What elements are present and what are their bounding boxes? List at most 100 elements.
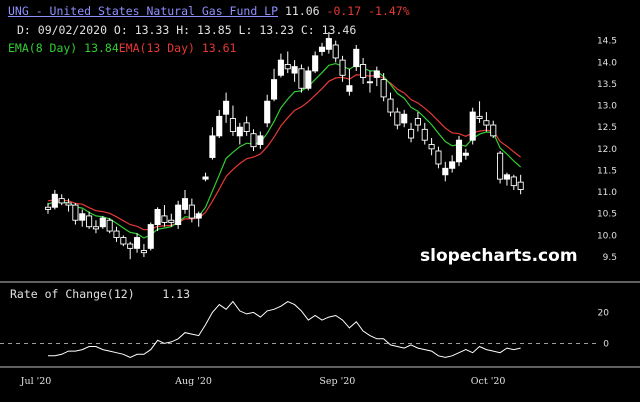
candle (181, 189, 189, 214)
price-tick-label: 10.5 (597, 210, 617, 220)
time-tick-label: Jul '20 (20, 376, 52, 387)
candle (408, 122, 415, 143)
candle (264, 94, 271, 128)
candle-body (147, 224, 154, 249)
candle-body (469, 111, 476, 141)
candle (223, 92, 230, 123)
candle (72, 202, 79, 225)
candle (312, 51, 319, 74)
candle-body (298, 68, 305, 89)
candle (229, 105, 237, 136)
candle-body (58, 198, 65, 204)
candle (421, 122, 428, 145)
candle-body (408, 128, 415, 139)
candle-body (332, 44, 339, 59)
candle-body (497, 152, 504, 180)
candle-body (291, 66, 298, 74)
candlestick-series (44, 32, 524, 260)
candle-body (483, 120, 490, 126)
candle-body (421, 128, 428, 141)
candle (462, 148, 469, 160)
candle (250, 129, 257, 151)
candle (305, 66, 312, 91)
candle (483, 112, 490, 132)
candle-body (428, 144, 435, 150)
candle (284, 51, 291, 74)
price-tick-label: 11.5 (597, 166, 617, 176)
candle (154, 207, 161, 232)
candle-body (318, 46, 326, 52)
candle-body (106, 219, 113, 232)
candle (51, 189, 58, 210)
candle (291, 60, 298, 82)
candle-body (394, 111, 401, 126)
roc-path (48, 300, 521, 358)
candle-body (462, 152, 469, 156)
candle-body (236, 126, 243, 137)
candle (79, 209, 86, 227)
candle-body (120, 237, 127, 245)
price-tick-label: 14.5 (597, 37, 617, 47)
candle-body (353, 48, 360, 68)
roc-line (48, 300, 521, 358)
candle-body (312, 55, 319, 72)
candle-body (517, 181, 524, 190)
price-axis: 9.5 10.0 10.5 11.0 11.5 12.0 12.5 13.0 13.5 14.0 1… (597, 37, 617, 263)
candle-body (44, 206, 52, 210)
candle (236, 122, 243, 145)
candle-body (449, 161, 456, 169)
candle-body (140, 250, 147, 254)
candle (503, 172, 511, 186)
candle-body (72, 204, 79, 221)
candle-body (243, 122, 250, 132)
candle (257, 131, 264, 149)
candle (161, 205, 168, 227)
candle-body (195, 213, 202, 219)
ema-13-line (47, 74, 521, 231)
candle (99, 215, 106, 229)
candle-body (455, 139, 463, 163)
header-title: UNG - United States Natural Gas Fund LP … (8, 4, 410, 18)
roc-axis: 20 0 (598, 308, 610, 349)
candle (517, 174, 524, 195)
candle-body (113, 230, 120, 238)
change-value: -0.17 (326, 4, 362, 18)
candle-body (154, 208, 161, 226)
time-axis: Jul '20 Aug '20 Sep '20 Oct '20 (20, 376, 506, 387)
symbol-link[interactable]: UNG - United States Natural Gas Fund LP (8, 4, 279, 18)
candle-body (65, 202, 72, 206)
candle-body (503, 174, 511, 180)
price-tick-label: 12.0 (597, 145, 617, 155)
candle-body (271, 79, 278, 100)
candle (510, 174, 517, 190)
candle-body (414, 118, 421, 126)
time-tick-label: Aug '20 (174, 376, 212, 387)
roc-label: Rate of Change(12) (10, 287, 135, 301)
candle (277, 53, 284, 78)
candle (120, 235, 127, 247)
candle-body (346, 85, 353, 92)
candle-body (510, 176, 517, 187)
candle (271, 68, 278, 102)
price-tick-label: 11.0 (597, 188, 617, 198)
watermark: slopecharts.com (420, 246, 578, 266)
candle (140, 244, 147, 258)
candle-body (127, 243, 134, 249)
price-tick-label: 13.5 (597, 80, 617, 90)
candle-body (339, 59, 346, 76)
candle (476, 101, 483, 123)
ema-legend: EMA(8 Day) 13.84EMA(13 Day) 13.61 (8, 41, 236, 55)
candle-body (490, 124, 497, 137)
candle-body (257, 135, 264, 145)
ema-8-path (47, 62, 521, 239)
candle-body (133, 237, 141, 249)
candle-body (51, 193, 58, 208)
candle (469, 107, 476, 145)
candle (401, 109, 408, 128)
candle (435, 146, 442, 169)
candle (455, 135, 463, 167)
candle-body (99, 217, 106, 228)
candle (394, 107, 401, 130)
candle-body (305, 70, 312, 89)
candle (414, 112, 421, 132)
